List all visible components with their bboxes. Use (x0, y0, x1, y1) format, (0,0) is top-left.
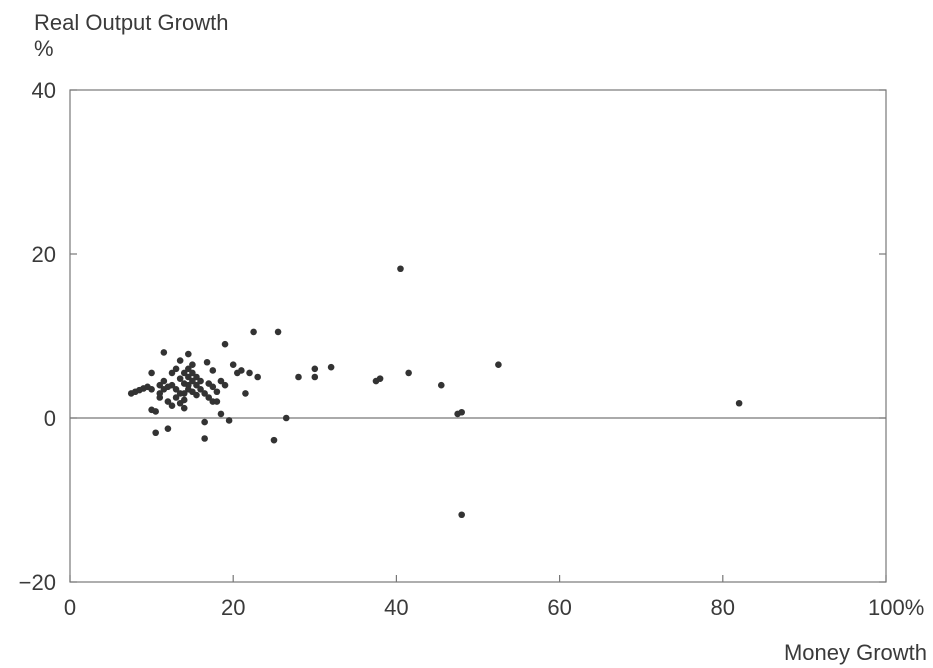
data-point (246, 369, 253, 377)
data-point (185, 373, 192, 381)
data-point (311, 365, 319, 373)
y-axis-label: Real Output Growth (34, 10, 228, 35)
data-point (193, 373, 200, 381)
data-point (193, 381, 200, 389)
data-point (164, 425, 172, 432)
y-tick-label: 20 (32, 242, 56, 267)
data-point (152, 429, 159, 437)
x-tick-label: 100% (868, 595, 924, 620)
data-point (176, 357, 184, 364)
data-point (160, 377, 168, 385)
data-point (238, 367, 245, 374)
data-point (295, 373, 302, 381)
data-point (172, 386, 180, 393)
data-point (242, 390, 249, 397)
plot-frame (69, 89, 887, 583)
data-point (189, 361, 196, 369)
data-point (209, 383, 217, 391)
data-point (405, 369, 412, 377)
data-point (152, 408, 159, 415)
data-point (189, 377, 196, 385)
data-point (274, 328, 282, 336)
data-point (203, 358, 211, 366)
data-point (185, 365, 192, 373)
data-point (254, 373, 261, 381)
data-point (156, 390, 164, 397)
data-point (397, 265, 404, 273)
data-point (164, 398, 172, 405)
x-tick-label: 0 (64, 595, 76, 620)
data-point (225, 417, 233, 424)
y-tick-label: 40 (32, 78, 56, 103)
data-point (217, 410, 225, 418)
data-point (193, 391, 200, 399)
data-point (282, 414, 290, 422)
data-point (735, 399, 743, 407)
axes: 0 20 40 60 80 100% −20 0 20 40 (19, 78, 925, 620)
data-point (229, 361, 237, 369)
x-tick-label: 80 (711, 595, 735, 620)
data-point (148, 369, 155, 377)
data-point (172, 365, 180, 373)
data-point (172, 394, 180, 401)
data-point (209, 367, 217, 374)
data-point (185, 350, 192, 358)
data-point (148, 386, 155, 393)
data-point (213, 398, 221, 405)
data-point (270, 436, 278, 444)
x-tick-label: 60 (547, 595, 571, 620)
x-tick-label: 20 (221, 595, 245, 620)
data-point (437, 381, 445, 389)
data-point (197, 377, 204, 385)
data-point (376, 375, 384, 382)
data-point (458, 511, 465, 519)
data-point (201, 390, 208, 397)
data-point (221, 340, 229, 348)
data-point (176, 375, 184, 382)
data-point (213, 388, 221, 396)
data-point (217, 377, 225, 385)
data-point (250, 328, 257, 336)
data-point (221, 381, 229, 389)
data-point (160, 349, 168, 356)
data-point (180, 390, 188, 397)
data-point (197, 386, 204, 393)
x-axis-label: Money Growth (784, 640, 927, 665)
data-point (168, 369, 176, 377)
data-point (311, 373, 319, 381)
data-point (180, 396, 188, 404)
y-tick-label: −20 (19, 570, 56, 595)
data-points (127, 265, 743, 519)
data-point (201, 418, 208, 426)
data-point (189, 369, 196, 377)
data-point (180, 369, 188, 377)
data-point (168, 402, 176, 410)
y-axis-unit: % (34, 36, 54, 61)
data-point (205, 394, 213, 401)
data-point (201, 435, 208, 442)
data-point (156, 381, 164, 389)
data-point (458, 408, 465, 416)
x-tick-label: 40 (384, 595, 408, 620)
data-point (327, 363, 335, 371)
y-tick-label: 0 (44, 406, 56, 431)
data-point (495, 361, 502, 369)
data-point (180, 404, 188, 412)
data-point (168, 381, 176, 389)
